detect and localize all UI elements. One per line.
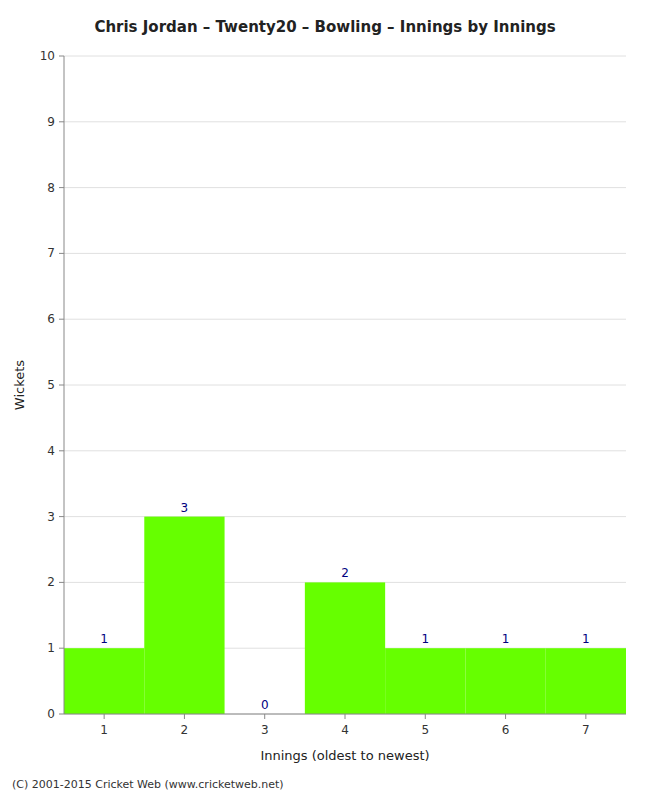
y-axis-label: Wickets	[12, 360, 27, 410]
data-label: 1	[502, 632, 510, 646]
y-tick	[59, 319, 64, 320]
x-tick	[184, 714, 185, 719]
chart: 1 3 0 2 1 1 1 1 2 3 4 5 6 7 0 1 2 3 4 5 6 7 8 9 10 Innings (oldes…	[0, 0, 650, 800]
y-tick-label: 8	[47, 181, 55, 195]
footer: (C) 2001-2015 Cricket Web (www.cricketwe…	[12, 778, 284, 791]
y-tick-label: 6	[47, 312, 55, 326]
data-label: 3	[181, 501, 189, 515]
y-tick-label: 5	[47, 378, 55, 392]
y-tick-label: 4	[47, 444, 55, 458]
bars	[64, 517, 626, 714]
data-label: 1	[421, 632, 429, 646]
data-label: 1	[100, 632, 108, 646]
x-tick-label: 5	[421, 723, 429, 737]
bar	[465, 648, 545, 714]
bar	[144, 517, 224, 714]
bar	[305, 582, 385, 714]
x-tick	[505, 714, 506, 719]
x-tick-label: 6	[502, 723, 510, 737]
y-tick	[59, 385, 64, 386]
y-tick-label: 7	[47, 246, 55, 260]
x-tick	[264, 714, 265, 719]
y-tick-label: 0	[47, 707, 55, 721]
x-tick	[104, 714, 105, 719]
y-tick	[59, 187, 64, 188]
x-tick	[345, 714, 346, 719]
grid-line	[64, 121, 626, 122]
x-tick-label: 4	[341, 723, 349, 737]
y-tick	[59, 450, 64, 451]
grid-line	[64, 253, 626, 254]
grid	[64, 56, 626, 714]
grid-line	[64, 319, 626, 320]
x-tick-label: 3	[261, 723, 269, 737]
y-tick	[59, 253, 64, 254]
x-tick	[585, 714, 586, 719]
data-label: 1	[582, 632, 590, 646]
title: Chris Jordan – Twenty20 – Bowling – Inni…	[94, 18, 555, 36]
y-tick-label: 10	[40, 49, 55, 63]
y-tick	[59, 516, 64, 517]
grid-line	[64, 187, 626, 188]
y-tick-label: 2	[47, 575, 55, 589]
data-label: 2	[341, 566, 349, 580]
grid-line	[64, 450, 626, 451]
x-tick-label: 1	[100, 723, 108, 737]
y-tick-label: 1	[47, 641, 55, 655]
y-tick	[59, 648, 64, 649]
bar	[385, 648, 465, 714]
axes: 1234567012345678910	[40, 49, 626, 737]
data-labels: 1 3 0 2 1 1 1	[100, 501, 589, 712]
bar	[64, 648, 144, 714]
y-tick-label: 3	[47, 510, 55, 524]
x-axis-label: Innings (oldest to newest)	[260, 748, 429, 763]
y-tick	[59, 582, 64, 583]
grid-line	[64, 56, 626, 57]
y-tick-label: 9	[47, 115, 55, 129]
y-tick	[59, 56, 64, 57]
x-tick-label: 7	[582, 723, 590, 737]
data-label: 0	[261, 698, 269, 712]
x-tick-label: 2	[181, 723, 189, 737]
y-tick	[59, 121, 64, 122]
x-tick	[425, 714, 426, 719]
bar	[546, 648, 626, 714]
y-tick	[59, 714, 64, 715]
grid-line	[64, 385, 626, 386]
